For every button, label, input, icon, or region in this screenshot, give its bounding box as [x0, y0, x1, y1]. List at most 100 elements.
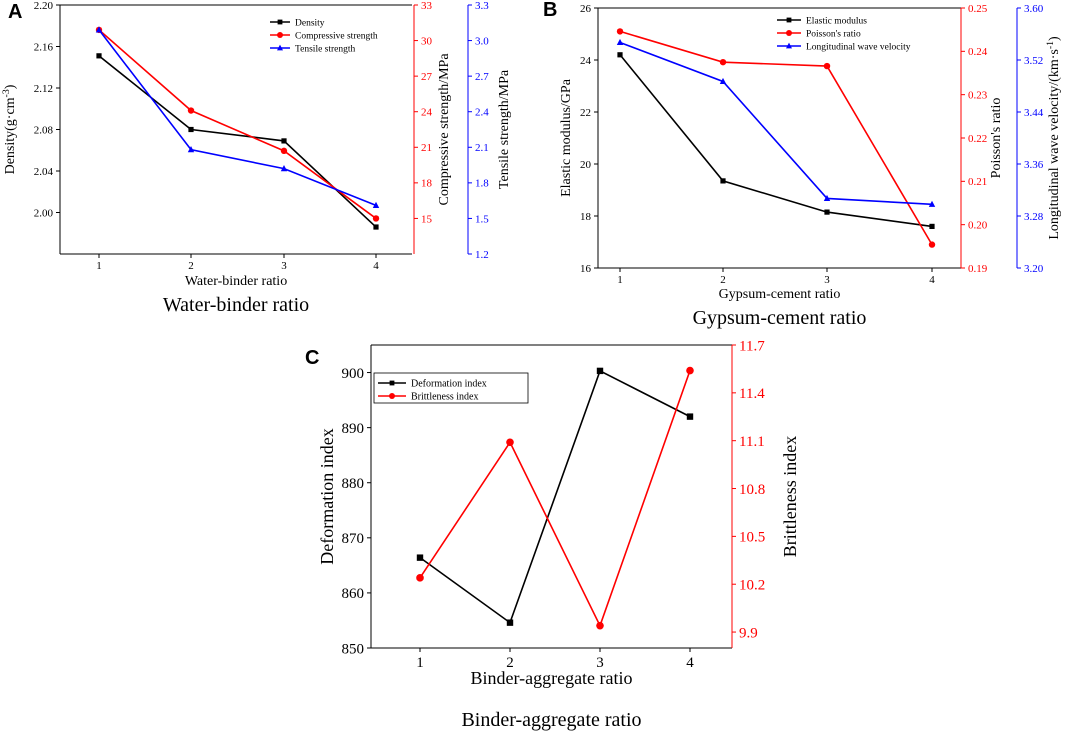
- legend-box: [373, 372, 529, 404]
- right1-tick-label: 24: [421, 107, 433, 119]
- left-tick-label: 20: [580, 159, 592, 171]
- right1-tick-label: 0.25: [968, 3, 988, 15]
- x-tick-label: 4: [929, 274, 935, 286]
- right2-tick-label: 1.5: [475, 213, 489, 225]
- right2-tick-label: 3.52: [1024, 55, 1043, 67]
- data-point: [823, 62, 831, 70]
- legend-marker: [786, 42, 792, 49]
- data-point: [616, 38, 624, 46]
- legend-marker: [277, 32, 283, 38]
- left-axis-label-sup: -3: [1, 89, 12, 97]
- right1-tick-label: 10.2: [739, 577, 765, 593]
- panel-caption: Water-binder ratio: [163, 294, 309, 316]
- right2-tick-label: 2.1: [475, 142, 489, 154]
- legend: Elastic modulus Poisson's ratio Longitudin…: [777, 17, 911, 53]
- x-tick-label: 2: [506, 655, 514, 671]
- panel-letter: C: [305, 347, 319, 369]
- right1-tick-label: 21: [421, 142, 432, 154]
- left-tick-label: 880: [342, 476, 365, 492]
- right1-tick-label: 15: [421, 213, 433, 225]
- series-line-1: [619, 54, 933, 228]
- right1-tick-label: 0.19: [968, 263, 988, 275]
- x-tick-label: 4: [373, 260, 379, 272]
- data-point: [719, 77, 727, 85]
- right2-tick-label: 3.3: [475, 0, 489, 12]
- data-point: [280, 165, 288, 172]
- x-axis-label: Gypsum-cement ratio: [719, 287, 841, 302]
- data-point: [373, 224, 379, 230]
- right1-tick-label: 0.21: [968, 176, 987, 188]
- right2-axis-label: Tensile strength/MPa: [497, 69, 512, 189]
- legend-marker: [389, 380, 395, 386]
- panel-caption: Binder-aggregate ratio: [461, 709, 641, 731]
- data-point: [928, 241, 936, 248]
- data-point: [187, 107, 195, 114]
- data-point: [824, 209, 830, 215]
- panel-C: C 1 2 3 4 Binder-aggregate ratio Binder-aggreg…: [305, 338, 800, 731]
- left-tick-label: 2.00: [34, 207, 54, 219]
- data-point: [686, 366, 694, 375]
- legend: Density Compressive strength Tensile stren…: [270, 19, 378, 55]
- left-axis-label-base: Density(g·cm: [3, 97, 18, 174]
- right2-axis-label-tail: ): [1047, 36, 1062, 41]
- data-point: [416, 554, 424, 561]
- data-point: [95, 26, 103, 33]
- data-point: [596, 367, 604, 375]
- right1-tick-label: 30: [421, 35, 433, 47]
- data-point: [372, 215, 380, 222]
- left-tick-label: 2.12: [34, 83, 53, 95]
- legend-label: Brittleness index: [411, 392, 479, 403]
- series-line-1: [98, 55, 377, 228]
- right2-tick-label: 2.4: [475, 107, 489, 119]
- data-point: [928, 200, 936, 207]
- series-line-3: [619, 41, 933, 206]
- right1-tick-label: 9.9: [739, 625, 758, 641]
- left-tick-label: 870: [342, 531, 365, 547]
- right2-axis-label-base: Longitudinal wave velocity/(km·s: [1047, 49, 1062, 240]
- data-point: [506, 619, 514, 626]
- right2-axis-label: Longitudinal wave velocity/(km·s-1): [1045, 36, 1063, 240]
- right1-tick-label: 11.4: [739, 386, 765, 402]
- data-point: [187, 146, 195, 153]
- right1-tick-label: 27: [421, 71, 433, 83]
- left-tick-label: 2.20: [34, 0, 54, 12]
- data-point: [416, 574, 424, 582]
- right2-tick-label: 3.60: [1024, 3, 1044, 15]
- left-tick-label: 860: [342, 586, 365, 602]
- right1-tick-label: 11.1: [739, 434, 765, 450]
- right1-tick-label: 18: [421, 178, 433, 190]
- series-line-1: [419, 369, 691, 624]
- x-tick-label: 3: [824, 274, 830, 286]
- legend-label: Elastic modulus: [806, 17, 867, 27]
- panel-B: B 1 2 3 4 Gypsum-cement ratio Gypsum-cement ra…: [543, 0, 1062, 329]
- data-point: [281, 138, 287, 144]
- legend-marker: [786, 30, 792, 36]
- x-axis-label: Binder-aggregate ratio: [470, 668, 632, 688]
- left-axis-label-tail: ): [3, 84, 18, 89]
- series-line-2: [419, 370, 691, 628]
- right1-tick-label: 11.7: [739, 338, 765, 354]
- right2-tick-label: 3.44: [1024, 107, 1044, 119]
- legend-marker: [277, 19, 283, 25]
- series-line-2: [98, 29, 377, 220]
- legend-label: Deformation index: [411, 379, 487, 390]
- right1-tick-label: 10.8: [739, 482, 765, 498]
- legend-label: Tensile strength: [295, 45, 356, 55]
- left-tick-label: 2.16: [34, 41, 54, 53]
- data-point: [686, 413, 694, 420]
- x-tick-label: 2: [720, 274, 726, 286]
- data-point: [188, 126, 194, 133]
- data-point: [506, 438, 514, 447]
- right2-tick-label: 1.2: [475, 249, 489, 261]
- right1-tick-label: 0.23: [968, 90, 988, 102]
- left-tick-label: 26: [580, 3, 592, 15]
- left-tick-label: 18: [580, 211, 592, 223]
- data-point: [719, 58, 727, 66]
- right2-tick-label: 3.0: [475, 35, 489, 47]
- data-point: [929, 223, 935, 229]
- legend-label: Longitudinal wave velocity: [806, 43, 911, 53]
- data-point: [596, 621, 604, 630]
- legend-label: Compressive strength: [295, 32, 378, 42]
- data-point: [720, 178, 726, 184]
